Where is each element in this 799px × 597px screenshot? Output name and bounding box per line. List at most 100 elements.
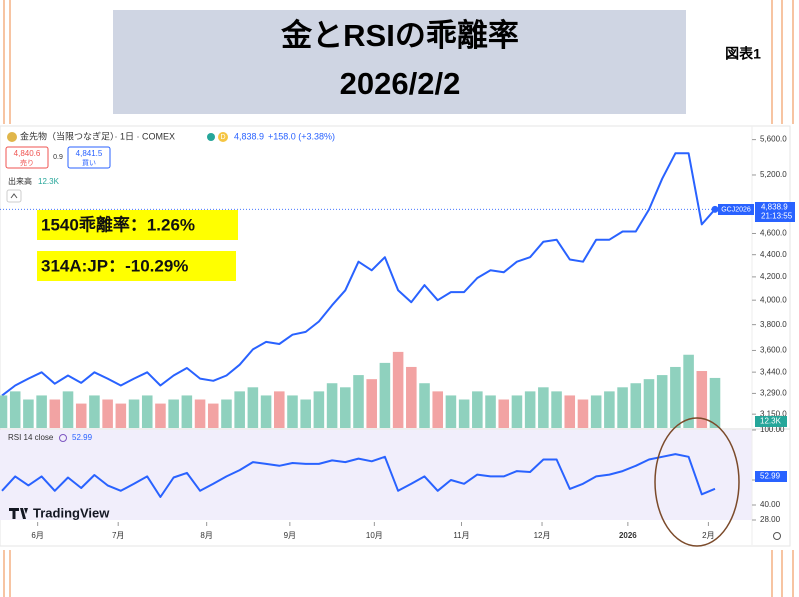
y-tick-label: 5,200.0 [760,170,787,179]
volume-bar [709,377,721,428]
symbol: GCJ2026 [721,206,751,213]
x-tick-label: 10月 [366,531,383,540]
brand-logo [9,508,28,519]
callout: 1540乖離率：1.26% [41,214,195,234]
volume-bar [207,403,219,428]
last-point [711,205,719,213]
y-tick-label: 3,600.0 [760,346,787,355]
volume-bar [472,391,483,428]
volume-bar [326,383,338,428]
rsi-tag-text: 52.99 [760,472,781,481]
sell-box[interactable] [5,146,49,169]
callout: 314A:JP：-10.29% [41,256,188,275]
rsi-label: RSI 14 close [8,433,54,442]
instrument: 金先物（当限つなぎ足）· 1日 · COMEX [20,130,175,141]
badge [218,132,228,142]
volume-tag [755,416,787,427]
volume-bar [0,395,8,428]
y-tick-label: 3,290.0 [760,389,787,398]
volume-bar [551,391,562,428]
title-box [113,10,686,114]
buy-price: 4,841.5 [76,149,103,158]
x-tick-label: 8月 [200,531,212,540]
volume-bar [366,379,377,428]
y-tick-label: 5,600.0 [760,135,787,144]
volume-bar [696,371,708,428]
y-tick-label: 40.00 [760,500,781,509]
volume-tag-text: 12.3K [760,417,782,426]
settings-icon[interactable] [773,532,781,540]
price-tag [755,202,795,222]
volume-bar [485,395,496,428]
volume-bar [49,399,61,428]
y-tick-label: 4,400.0 [760,250,787,259]
volume-bar [141,395,153,428]
volume-bar [168,399,179,428]
volume-bar [300,399,311,428]
x-tick-label: 2月 [702,531,714,540]
volume-bar [36,395,47,428]
spread: 0.9 [53,154,63,161]
volume-bar [419,383,430,428]
volume-bar [273,391,285,428]
x-tick-label: 2026 [619,531,637,540]
callout-box [37,210,238,240]
volume-bar [353,375,364,428]
volume-bar [445,395,457,428]
volume-bar [313,391,325,428]
volume-bar [498,399,510,428]
rsi-icon [59,434,67,442]
volume-bar [379,362,391,428]
line [1,453,716,498]
instrument-icon [7,132,17,142]
buy-label: 買い [82,159,96,167]
volume-bar [75,403,87,428]
volume-bar [62,391,74,428]
y-tick-label: 3,440.0 [760,367,787,376]
callout-box [37,251,236,281]
volume-bar [340,387,351,428]
slide-title: 金とRSIの乖離率 [280,18,519,53]
volume-bar [392,351,404,428]
volume-bar [564,395,576,428]
volume-bar [181,395,193,428]
decor-stripes [3,0,794,597]
volume-bar [128,399,140,428]
volume-bar [617,387,628,428]
slide-title: 2026/2/2 [340,66,461,101]
rsi-value: 52.99 [72,433,93,442]
plot: 5,600.0 5,200.0 4,600.0 4,400.0 4,200.0 4,000… [0,135,787,540]
collapse-button[interactable] [6,189,22,203]
brand: TradingView [33,505,110,520]
volume-bar [102,399,113,428]
volume-bar [656,375,668,428]
buy-box[interactable] [67,146,111,169]
rsi-tag [755,471,787,482]
y-tick-label: 3,150.0 [760,409,787,418]
volume-bar [155,403,166,428]
y-tick-label: 4,200.0 [760,272,787,281]
volume-bar [234,391,245,428]
volume-bar [511,395,523,428]
volume-bar [590,395,602,428]
volume-bar [604,391,615,428]
change: +158.0 (+3.38%) [268,131,335,141]
volume-bar [221,399,232,428]
x-tick-label: 9月 [284,531,296,540]
line [1,152,716,397]
x-tick-label: 6月 [31,531,43,540]
volume-bar [9,391,21,428]
volume-bar [643,379,655,428]
volume-bar [287,395,298,428]
rsi-pane-bg [0,430,752,520]
volume-value: 12.3K [38,177,60,186]
volume-bar [458,399,470,428]
volume-bar [577,399,589,428]
sell-label: 売り [20,158,34,167]
symbol-tag [718,204,754,215]
x-tick-label: 12月 [534,531,551,540]
volume-bar [260,395,272,428]
volume-label: 出来高 [8,176,32,186]
volume-bar [630,383,642,428]
volume-bar [432,391,444,428]
